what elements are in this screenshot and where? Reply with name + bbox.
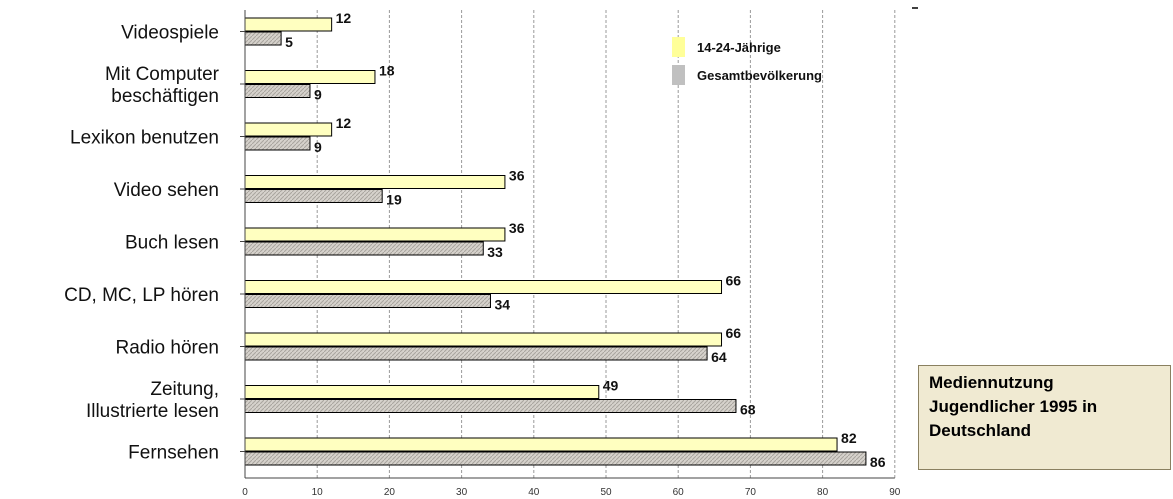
bar-gesamtbevoelkerung bbox=[244, 294, 491, 308]
category-label: Video sehen bbox=[114, 180, 219, 201]
x-tick-label: 90 bbox=[889, 487, 901, 498]
legend-label: Gesamtbevölkerung bbox=[697, 68, 822, 83]
data-label: 9 bbox=[314, 87, 322, 103]
category-label: Lexikon benutzen bbox=[70, 128, 219, 149]
bar-gesamtbevoelkerung bbox=[244, 346, 708, 361]
data-label: 33 bbox=[487, 244, 503, 260]
bar-14-24-jaehrige bbox=[244, 70, 376, 84]
x-tick-label: 50 bbox=[600, 487, 612, 498]
bar-gesamtbevoelkerung bbox=[244, 84, 311, 98]
category-label: CD, MC, LP hören bbox=[64, 285, 219, 306]
bar-14-24-jaehrige bbox=[244, 437, 838, 452]
category-label: Buch lesen bbox=[125, 233, 219, 254]
legend-swatch bbox=[672, 65, 685, 85]
data-label: 36 bbox=[509, 168, 525, 184]
data-label: 49 bbox=[603, 378, 619, 394]
bar-gesamtbevoelkerung bbox=[244, 451, 867, 466]
data-label: 64 bbox=[711, 349, 727, 365]
data-label: 18 bbox=[379, 63, 395, 79]
data-label: 9 bbox=[314, 139, 322, 155]
data-label: 66 bbox=[726, 325, 742, 341]
bar-14-24-jaehrige bbox=[244, 17, 333, 32]
category-label: Illustrierte lesen bbox=[86, 401, 219, 422]
labels: 0 10 20 30 40 50 60 70 80 90 12 5 Videospiele 18 9 Mit … bbox=[64, 10, 901, 498]
x-tick-label: 10 bbox=[312, 487, 324, 498]
chart-title-line: Mediennutzung bbox=[929, 373, 1054, 392]
chart-title-line: Jugendlicher 1995 in bbox=[929, 397, 1098, 416]
data-label: 82 bbox=[841, 430, 857, 446]
bar-gesamtbevoelkerung bbox=[244, 241, 484, 256]
bar-gesamtbevoelkerung bbox=[244, 189, 383, 203]
category-label: Zeitung, bbox=[150, 379, 219, 400]
bar-14-24-jaehrige bbox=[244, 385, 600, 399]
bar-gesamtbevoelkerung bbox=[244, 136, 311, 151]
x-tick-label: 0 bbox=[242, 487, 248, 498]
x-tick-label: 60 bbox=[673, 487, 685, 498]
x-tick-label: 70 bbox=[745, 487, 757, 498]
bar-14-24-jaehrige bbox=[244, 122, 333, 137]
bar-14-24-jaehrige bbox=[244, 227, 506, 242]
data-label: 66 bbox=[726, 273, 742, 289]
x-tick-label: 30 bbox=[456, 487, 468, 498]
category-label: Videospiele bbox=[121, 23, 219, 44]
legend: 14-24-Jährige Gesamtbevölkerung bbox=[672, 37, 822, 85]
legend-label: 14-24-Jährige bbox=[697, 40, 781, 55]
data-label: 19 bbox=[386, 192, 402, 208]
x-tick-label: 80 bbox=[817, 487, 829, 498]
category-label: beschäftigen bbox=[111, 86, 219, 107]
category-label: Radio hören bbox=[115, 338, 219, 359]
bar-14-24-jaehrige bbox=[244, 175, 506, 189]
category-label: Mit Computer bbox=[105, 64, 220, 85]
data-label: 68 bbox=[740, 402, 756, 418]
data-label: 34 bbox=[494, 297, 510, 313]
bar-14-24-jaehrige bbox=[244, 332, 723, 347]
data-label: 5 bbox=[285, 34, 293, 50]
data-label: 36 bbox=[509, 220, 525, 236]
bar-gesamtbevoelkerung bbox=[244, 399, 737, 413]
bars bbox=[244, 17, 867, 466]
data-label: 86 bbox=[870, 454, 886, 470]
chart-title-box: Mediennutzung Jugendlicher 1995 in Deuts… bbox=[918, 365, 1171, 470]
x-tick-label: 20 bbox=[384, 487, 396, 498]
x-tick-label: 40 bbox=[528, 487, 540, 498]
category-label: Fernsehen bbox=[128, 443, 219, 464]
axes bbox=[240, 7, 918, 479]
data-label: 12 bbox=[336, 115, 352, 131]
chart-title-line: Deutschland bbox=[929, 421, 1032, 440]
legend-swatch bbox=[672, 37, 685, 57]
data-label: 12 bbox=[336, 10, 352, 26]
bar-14-24-jaehrige bbox=[244, 280, 723, 294]
bar-gesamtbevoelkerung bbox=[244, 31, 282, 46]
